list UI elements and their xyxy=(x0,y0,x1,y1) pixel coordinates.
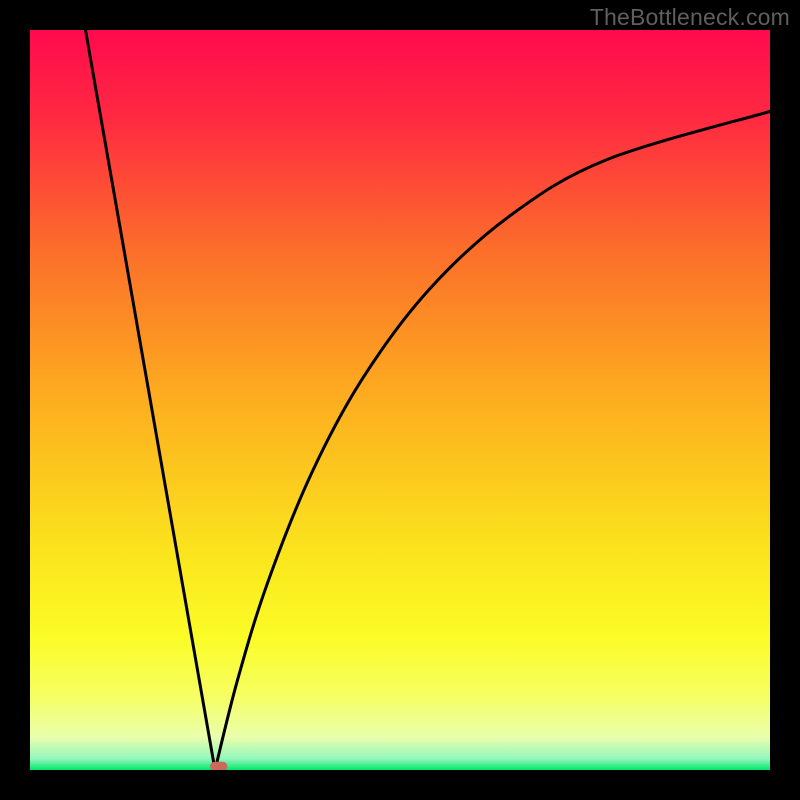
chart-container: TheBottleneck.com xyxy=(0,0,800,800)
bottleneck-chart xyxy=(0,0,800,800)
watermark-text: TheBottleneck.com xyxy=(590,4,790,31)
optimal-marker xyxy=(211,762,227,770)
